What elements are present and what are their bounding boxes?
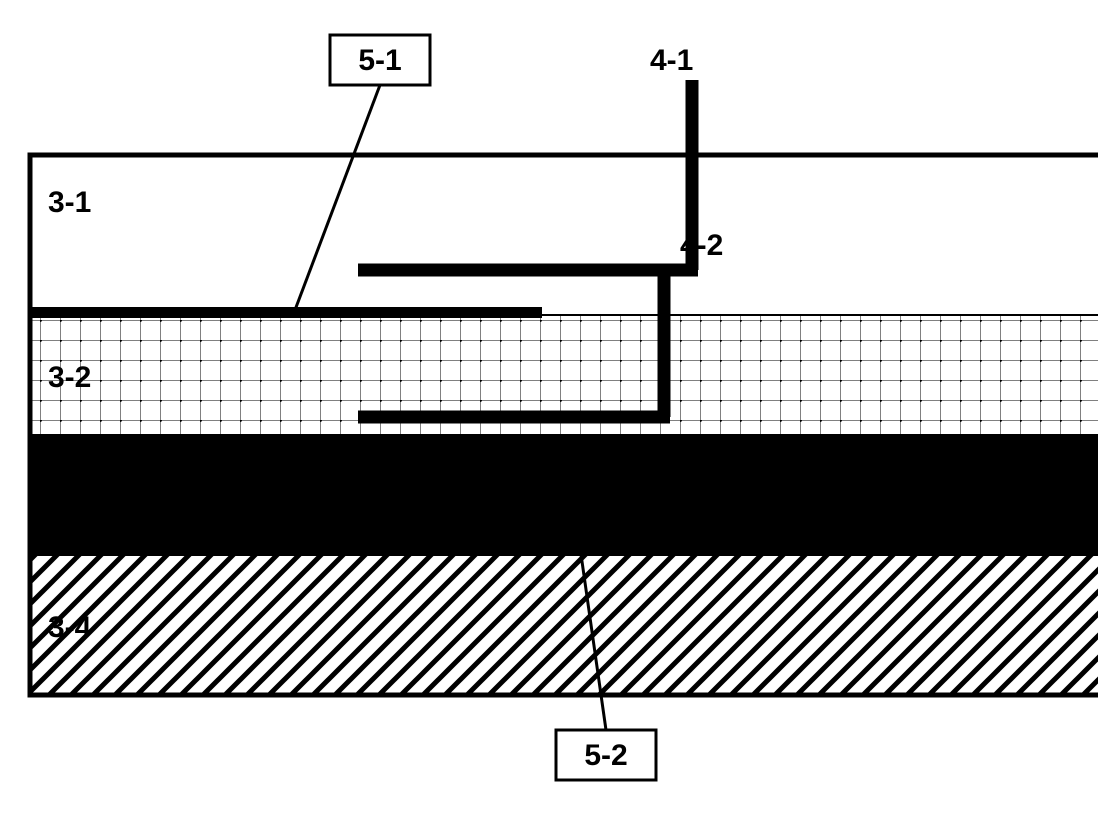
diagram-svg: 3-1 3-2 3-3 3-4 5-1 5-2 4-1 4-2 xyxy=(20,20,1098,804)
layer-label-top: 3-1 xyxy=(48,186,91,219)
bar-5-1 xyxy=(32,307,542,318)
diagram-container: 3-1 3-2 3-3 3-4 5-1 5-2 4-1 4-2 xyxy=(20,20,1078,804)
callout-label-4-2: 4-2 xyxy=(680,229,723,262)
layer-top xyxy=(30,155,1098,315)
callout-label-5-2: 5-2 xyxy=(584,739,627,772)
bar-5-2 xyxy=(245,436,805,447)
layer-black xyxy=(30,435,1098,555)
callout-label-4-1: 4-1 xyxy=(650,44,693,77)
layer-label-grid: 3-2 xyxy=(48,361,91,394)
layer-hatch xyxy=(30,555,1098,695)
layer-label-black: 3-3 xyxy=(48,481,91,514)
callout-label-5-1: 5-1 xyxy=(358,44,401,77)
layer-label-hatch: 3-4 xyxy=(48,611,92,644)
